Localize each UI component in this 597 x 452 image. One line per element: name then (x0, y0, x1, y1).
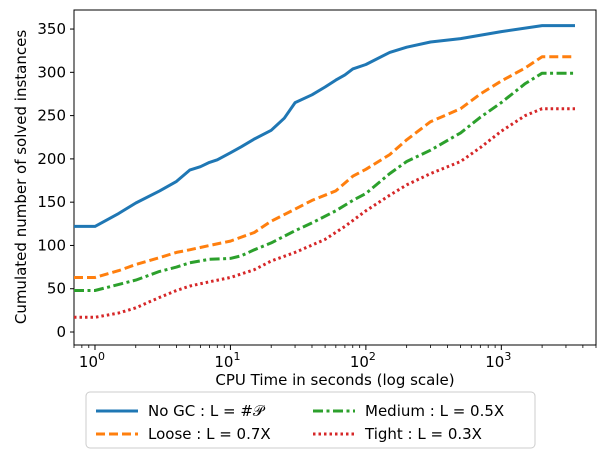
y-axis-label: Cumulated number of solved instances (12, 30, 30, 324)
legend-label: Tight : L = 0.3X (364, 425, 482, 443)
series-layer (74, 24, 575, 319)
legend-frame (85, 391, 536, 449)
x-tick-base: 10 (79, 353, 98, 371)
series-line (74, 71, 575, 292)
x-tick-label: 100 (79, 350, 105, 371)
x-tick-label: 103 (485, 350, 511, 371)
x-tick-exponent: 3 (504, 350, 511, 363)
y-tick-label: 100 (37, 236, 66, 254)
x-tick-base: 10 (350, 353, 369, 371)
y-tick-label: 0 (56, 323, 66, 341)
y-tick-label: 200 (37, 150, 66, 168)
y-tick-label: 50 (47, 280, 66, 298)
x-tick-exponent: 2 (369, 350, 376, 363)
series-line (74, 24, 575, 228)
y-axis: 0 50 100 150 200 250 300 350 (37, 20, 74, 341)
legend: No GC : L = #𝒫 Loose : L = 0.7X Medium : L… (85, 391, 536, 449)
plot-area (73, 9, 597, 346)
x-tick-exponent: 1 (233, 350, 240, 363)
y-tick-label: 350 (37, 20, 66, 38)
x-tick-base: 10 (214, 353, 233, 371)
series-line (74, 107, 575, 319)
y-tick-label: 250 (37, 107, 66, 125)
x-tick-label: 102 (350, 350, 376, 371)
x-tick-exponent: 0 (98, 350, 105, 363)
y-tick-label: 150 (37, 193, 66, 211)
y-tick-label: 300 (37, 63, 66, 81)
x-axis-label: CPU Time in seconds (log scale) (215, 371, 454, 389)
series-line (74, 55, 575, 279)
x-tick-label: 101 (214, 350, 240, 371)
x-axis: 100 101 102 103 (73, 345, 597, 371)
legend-label: Medium : L = 0.5X (365, 402, 504, 420)
legend-label: Loose : L = 0.7X (148, 425, 271, 443)
legend-label: No GC : L = #𝒫 (148, 402, 266, 420)
x-tick-base: 10 (485, 353, 504, 371)
